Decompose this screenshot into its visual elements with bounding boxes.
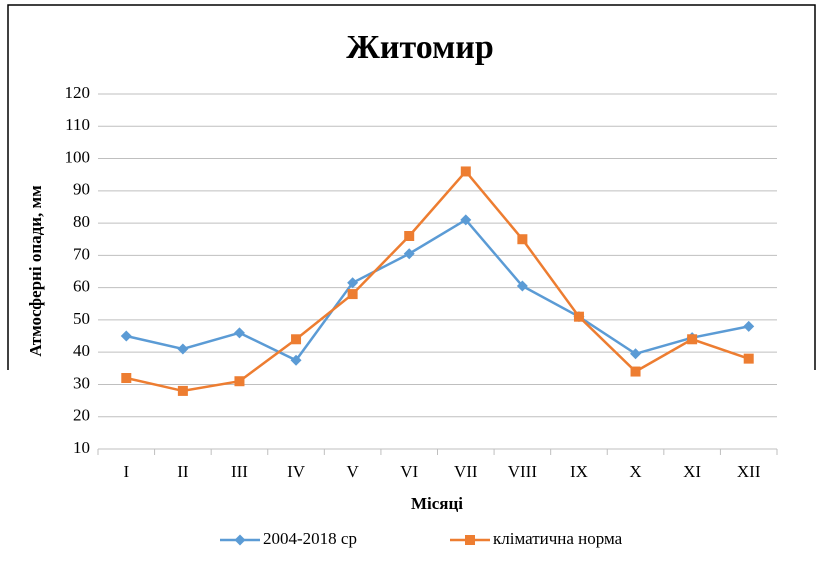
y-tick-label: 100 xyxy=(65,147,91,166)
point xyxy=(743,353,754,364)
y-tick-label: 80 xyxy=(73,212,90,231)
x-tick-label: IV xyxy=(287,462,306,481)
legend-label: 2004-2018 ср xyxy=(263,529,357,548)
point xyxy=(291,334,302,345)
point xyxy=(460,166,471,177)
chart-border xyxy=(7,4,816,370)
point xyxy=(121,373,132,383)
x-tick-label: XI xyxy=(683,462,701,481)
y-tick-label: 90 xyxy=(73,180,90,199)
point xyxy=(630,348,642,360)
point xyxy=(177,343,189,355)
y-axis-label: Атмосферні опади, мм xyxy=(26,185,45,357)
y-tick-label: 70 xyxy=(73,244,90,263)
y-tick-label: 40 xyxy=(73,341,90,360)
x-tick-label: XII xyxy=(737,462,761,481)
point xyxy=(233,327,245,339)
y-tick-label: 30 xyxy=(73,373,90,392)
x-tick-label: VII xyxy=(454,462,478,481)
point xyxy=(403,248,415,260)
y-tick-label: 20 xyxy=(73,406,90,425)
series-line xyxy=(126,218,749,362)
y-tick-label: 50 xyxy=(73,309,90,328)
x-tick-label: VI xyxy=(400,462,418,481)
y-tick-label: 120 xyxy=(65,83,91,102)
chart-title: Житомир xyxy=(346,29,493,66)
point xyxy=(630,366,641,377)
legend-label: кліматична норма xyxy=(493,529,623,548)
point xyxy=(517,234,528,245)
x-tick-label: II xyxy=(177,462,189,481)
point xyxy=(120,330,132,342)
point xyxy=(404,231,415,241)
legend-marker xyxy=(234,534,246,546)
x-tick-label: VIII xyxy=(508,462,538,481)
point xyxy=(687,334,698,345)
point xyxy=(234,376,245,387)
series-line xyxy=(126,169,750,393)
point xyxy=(347,277,359,289)
point xyxy=(743,320,755,332)
x-tick-label: I xyxy=(123,462,129,481)
y-tick-label: 10 xyxy=(73,438,90,457)
point xyxy=(177,385,188,396)
x-tick-label: X xyxy=(629,462,641,481)
point xyxy=(516,280,528,292)
y-tick-label: 60 xyxy=(73,277,90,296)
x-axis-label: Місяці xyxy=(411,494,463,513)
point xyxy=(573,311,584,322)
x-tick-label: IX xyxy=(570,462,588,481)
x-tick-label: III xyxy=(231,462,248,481)
x-tick-label: V xyxy=(346,462,359,481)
y-tick-label: 110 xyxy=(65,115,90,134)
point xyxy=(290,354,302,366)
point xyxy=(347,289,358,300)
point xyxy=(460,214,472,226)
legend-marker xyxy=(465,535,475,545)
